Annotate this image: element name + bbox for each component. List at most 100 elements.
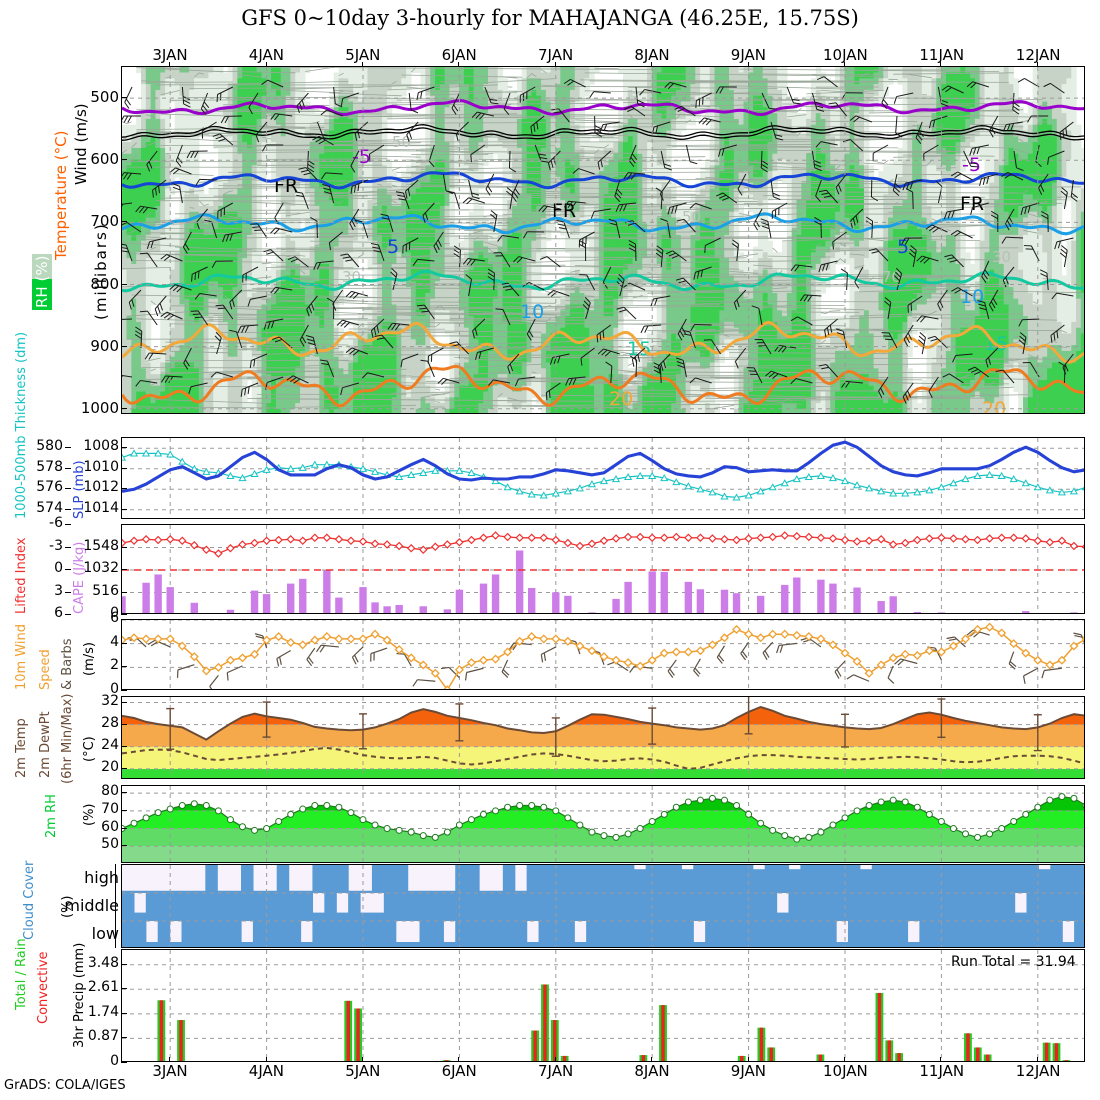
tick-mark [747, 62, 749, 66]
date-tick-9jan: 9JAN [730, 1062, 766, 1080]
y-tick-mark [121, 467, 127, 469]
y-tick: 28 [101, 714, 119, 731]
y-tick-mark [121, 447, 127, 449]
slp-thickness-plot [122, 438, 1084, 518]
y-tick-mark [121, 1012, 127, 1014]
tick-mark [458, 62, 460, 66]
date-tick-8jan: 8JAN [634, 46, 670, 64]
tick-mark [458, 1057, 460, 1062]
y-tick: 50 [101, 836, 119, 853]
y-tick: 0 [110, 681, 119, 697]
y-tick: 700 [90, 212, 119, 231]
panel-cloud-cover [121, 864, 1085, 948]
y-tick-mark [65, 569, 71, 570]
axis-label-10m-wind: 10m Wind [14, 623, 29, 690]
y-tick: 1008 [83, 438, 119, 455]
y-tick-mark [121, 792, 127, 794]
y-tick-mark [121, 619, 127, 620]
tick-mark [554, 1057, 556, 1062]
y-tick-mark [65, 508, 71, 510]
y-tick-mark [121, 963, 127, 965]
y-tick: 2.61 [87, 979, 119, 996]
date-tick-12jan: 12JAN [1015, 46, 1061, 64]
y-tick-mark [121, 767, 127, 769]
y-tick-mark [121, 845, 127, 847]
y-tick: 1010 [83, 458, 119, 475]
y-tick-mark [121, 690, 127, 691]
axis-label-millibars: (millibars) [92, 222, 110, 320]
cloud-row-label-high: high [84, 868, 119, 887]
y-tick-mark [65, 467, 71, 469]
panel-slp-thickness [121, 437, 1085, 519]
tick-mark [362, 62, 363, 66]
date-tick-11jan: 11JAN [919, 1062, 965, 1080]
y-tick: 3.48 [87, 954, 119, 971]
y-tick: 32 [101, 692, 119, 709]
y-tick-mark [121, 614, 127, 615]
date-tick-12jan: 12JAN [1015, 1062, 1061, 1080]
tick-mark [554, 62, 556, 66]
y-tick: 1032 [83, 560, 119, 576]
tick-mark [362, 1057, 363, 1062]
tick-mark [940, 62, 942, 66]
date-tick-10jan: 10JAN [823, 46, 868, 64]
y-tick-mark [121, 809, 127, 811]
panel-10m-wind [121, 619, 1085, 690]
y-tick: 4 [110, 633, 119, 650]
cloud-row-mark [115, 892, 116, 920]
y-tick: 24 [101, 736, 119, 753]
y-tick-mark [121, 407, 127, 409]
y-tick: 0.87 [87, 1028, 119, 1045]
date-tick-5jan: 5JAN [345, 1062, 381, 1080]
tick-mark [940, 1057, 942, 1062]
y-tick: 574 [36, 499, 63, 516]
y-tick-mark [121, 569, 127, 570]
y-tick: 800 [90, 274, 119, 293]
y-tick-mark [121, 988, 127, 990]
date-tick-9jan: 9JAN [730, 46, 766, 64]
page-title: GFS 0~10day 3-hourly for MAHAJANGA (46.2… [241, 6, 859, 30]
panel-cape-lifted-index [121, 524, 1085, 614]
axis-label-wind: Wind (m/s) [72, 103, 90, 185]
tick-mark [265, 62, 267, 66]
date-tick-3jan: 3JAN [152, 46, 188, 64]
bottom-date-axis: 3JAN 4JAN 5JAN 6JAN 7JAN 8JAN 9JAN 10JAN 11JAN 12… [121, 1057, 1085, 1082]
y-tick-mark [65, 591, 71, 593]
tick-mark [747, 1057, 749, 1062]
axis-label-cloud-cover: Cloud Cover [22, 860, 37, 940]
axis-label-convective: Convective [36, 951, 51, 1024]
y-tick-mark [65, 546, 71, 548]
y-tick: 1014 [83, 499, 119, 516]
date-tick-7jan: 7JAN [538, 1062, 574, 1080]
date-tick-6jan: 6JAN [441, 46, 477, 64]
y-tick-mark [121, 546, 127, 548]
tick-mark [844, 1057, 845, 1062]
y-tick: 0 [110, 605, 119, 621]
y-tick: 516 [92, 582, 119, 599]
y-tick: 578 [36, 458, 63, 475]
y-tick-mark [121, 666, 127, 668]
y-tick-mark [65, 447, 71, 449]
y-tick: -3 [49, 537, 63, 554]
y-tick: 600 [90, 150, 119, 169]
y-tick: 1000 [80, 398, 119, 417]
date-tick-3jan: 3JAN [152, 1062, 188, 1080]
y-tick-mark [121, 345, 127, 347]
y-tick: 2 [110, 657, 119, 674]
y-tick: 70 [101, 800, 119, 817]
y-tick-mark [121, 723, 127, 725]
tick-mark [265, 1057, 267, 1062]
axis-label-total-rain: Total / Rain [14, 938, 29, 1010]
tick-mark [1036, 62, 1038, 66]
date-tick-4jan: 4JAN [248, 46, 284, 64]
cloud-row-mark [115, 920, 116, 948]
y-tick-mark [65, 614, 71, 615]
date-tick-8jan: 8JAN [634, 1062, 670, 1080]
y-tick-mark [65, 524, 71, 525]
y-tick-mark [121, 827, 127, 829]
y-tick-mark [121, 642, 127, 644]
y-tick-mark [65, 488, 71, 490]
y-tick: 1.74 [87, 1003, 119, 1020]
tick-mark [651, 62, 653, 66]
